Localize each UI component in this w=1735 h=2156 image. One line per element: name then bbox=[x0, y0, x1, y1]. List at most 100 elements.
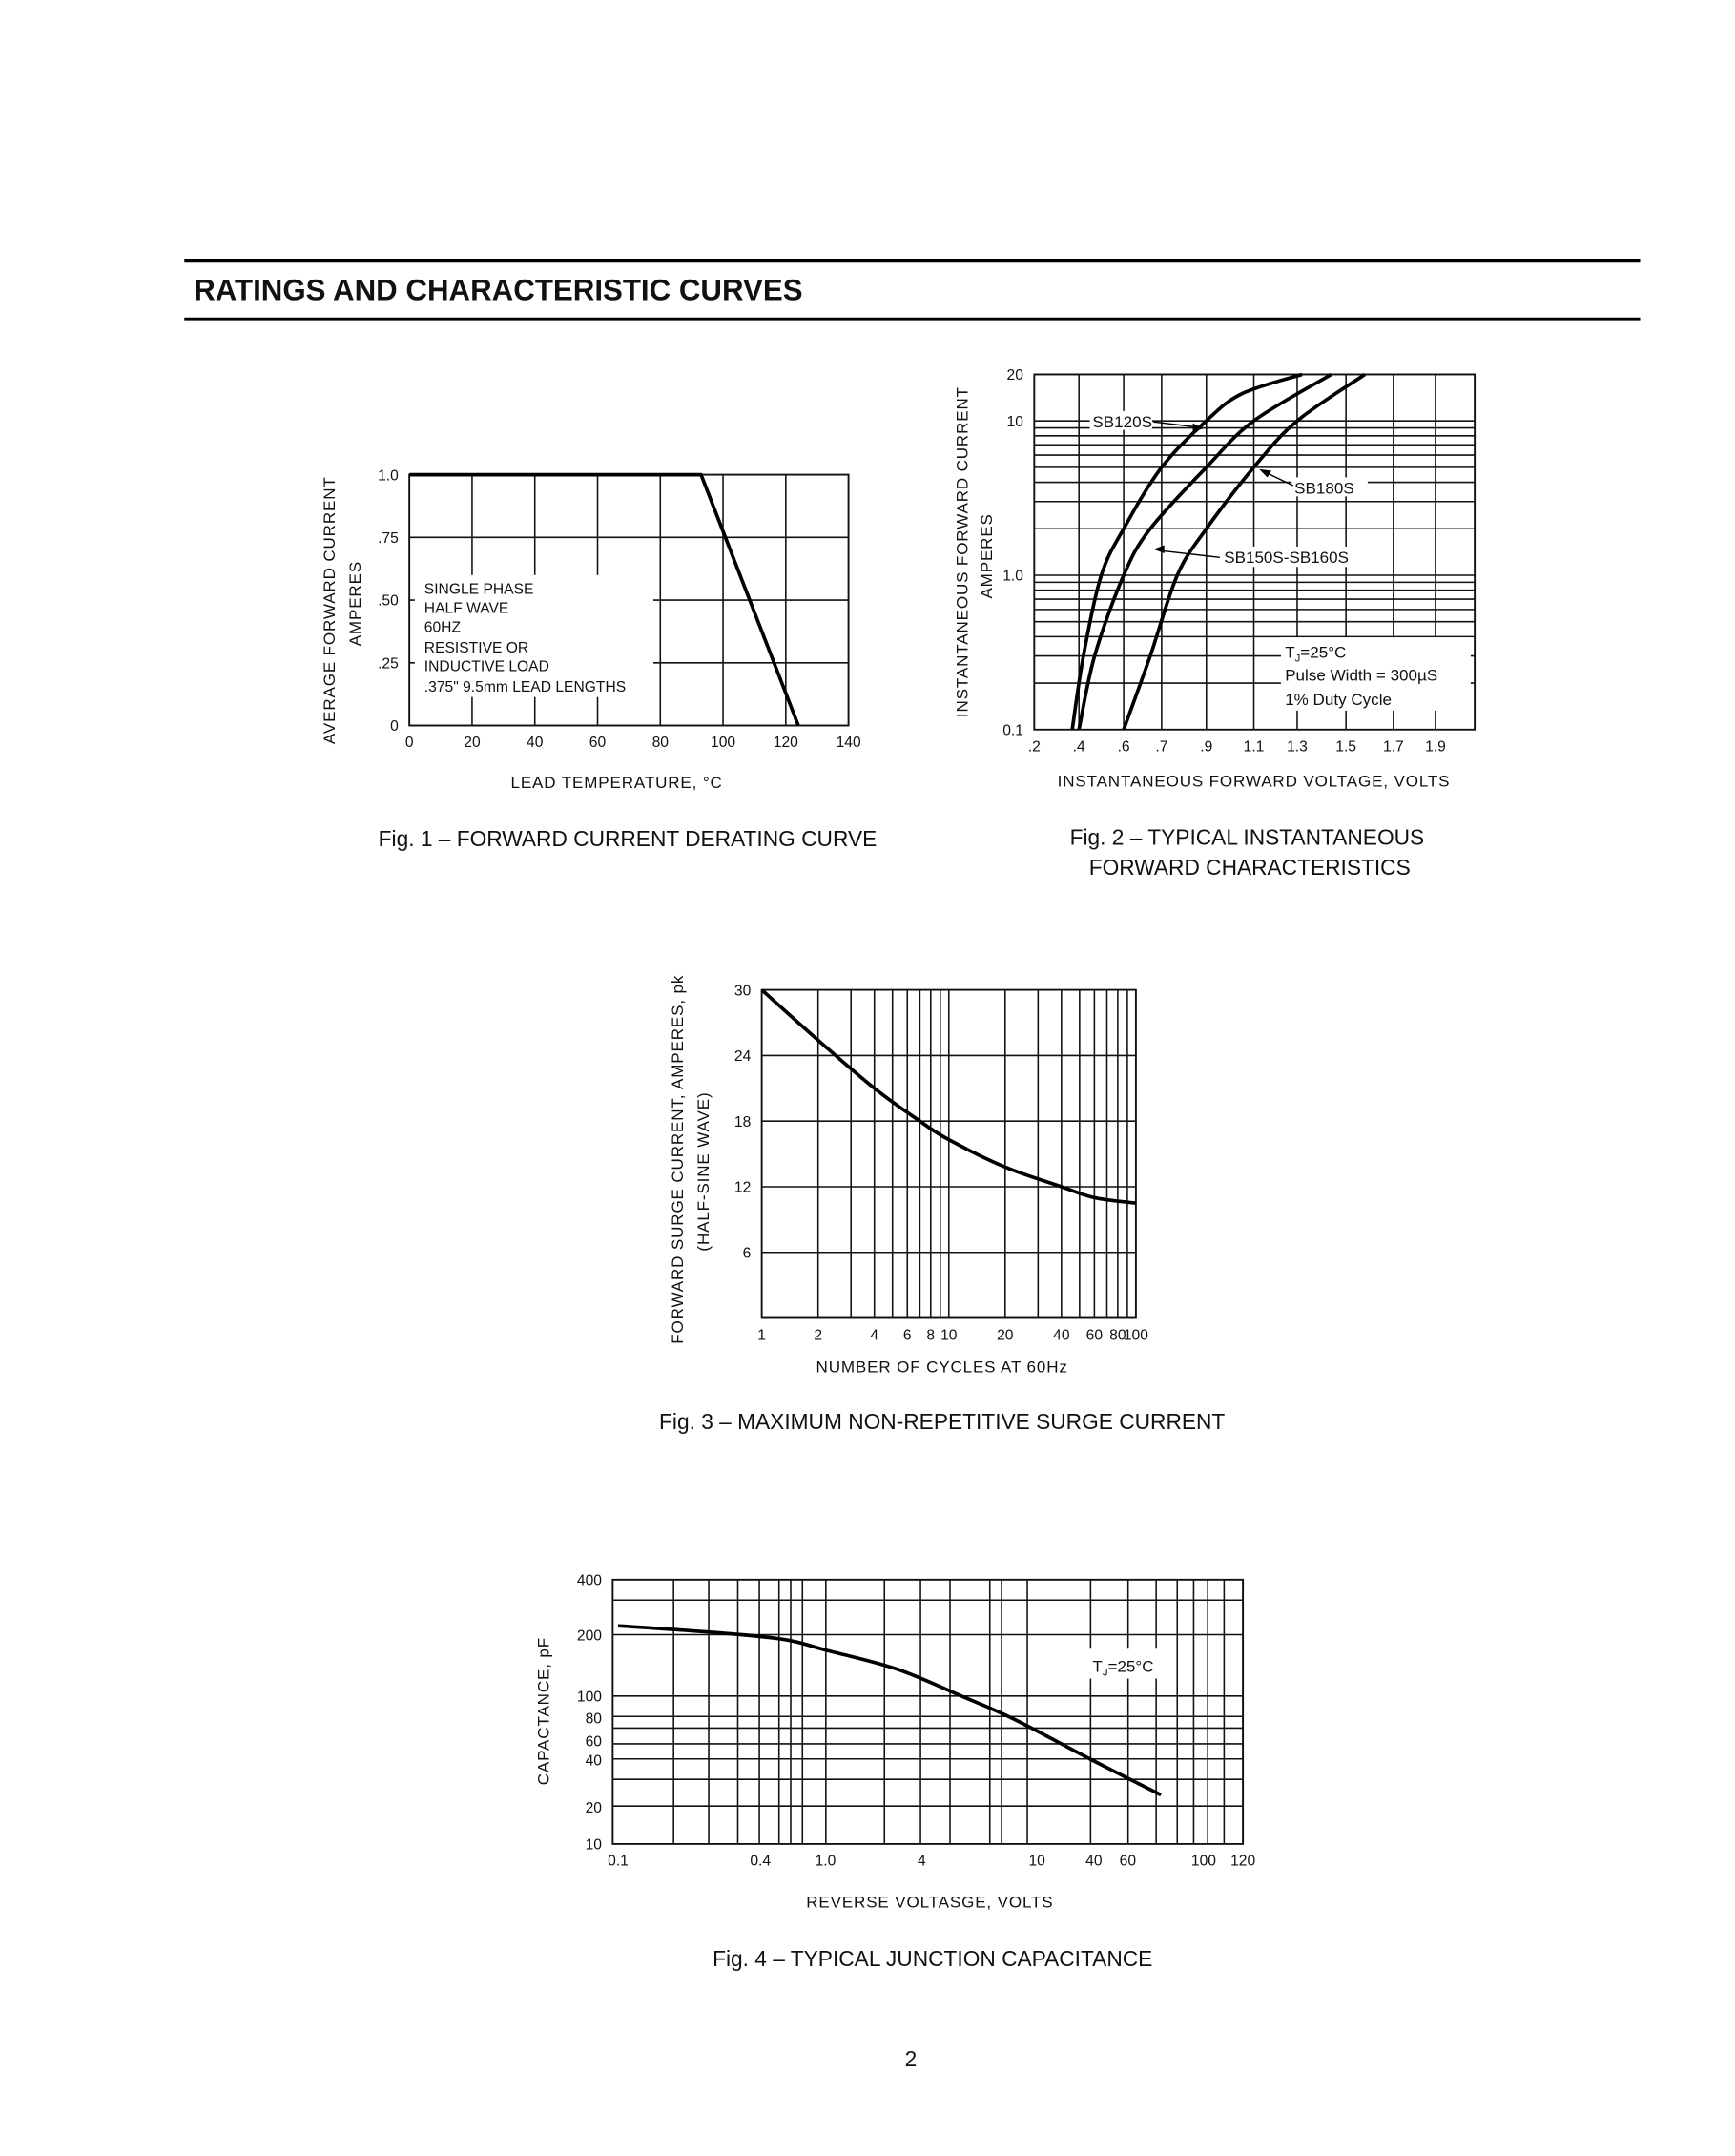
x-tick-label: .7 bbox=[1155, 739, 1167, 756]
y-tick-label: 20 bbox=[1007, 367, 1024, 384]
x-tick-label: 140 bbox=[837, 735, 861, 751]
x-axis-label: NUMBER OF CYCLES AT 60Hz bbox=[816, 1358, 1068, 1376]
x-tick-label: 100 bbox=[1124, 1327, 1148, 1343]
x-tick-label: 0.4 bbox=[750, 1854, 771, 1870]
x-tick-label: 60 bbox=[1120, 1854, 1137, 1870]
note-line: RESISTIVE OR bbox=[424, 640, 528, 656]
y-axis-label: AVERAGE FORWARD CURRENT bbox=[320, 476, 339, 744]
note-line: HALF WAVE bbox=[424, 601, 509, 617]
arrow-icon bbox=[1259, 468, 1271, 478]
x-tick-label: 6 bbox=[903, 1327, 912, 1343]
label-backdrop bbox=[1089, 410, 1152, 430]
y-tick-label: 40 bbox=[586, 1752, 603, 1769]
figure-caption: Fig. 2 – TYPICAL INSTANTANEOUS bbox=[1070, 825, 1425, 850]
x-axis-label: INSTANTANEOUS FORWARD VOLTAGE, VOLTS bbox=[1058, 772, 1451, 790]
series-label-sb120s: SB120S bbox=[1092, 413, 1152, 431]
x-tick-label: 1.3 bbox=[1287, 739, 1308, 756]
x-tick-label: 40 bbox=[1085, 1854, 1103, 1870]
figure-caption: Fig. 3 – MAXIMUM NON-REPETITIVE SURGE CU… bbox=[659, 1409, 1225, 1434]
chart-forward-current-derating: 0 20 40 60 80 100 120 140 0 .25 .50 .75 1.0 SINGLE P… bbox=[320, 467, 877, 851]
y-axis-label: FORWARD SURGE CURRENT, AMPERES, pk bbox=[669, 975, 687, 1344]
x-tick-label: 10 bbox=[940, 1327, 958, 1343]
y-axis-label-units: AMPERES bbox=[978, 513, 996, 598]
leader-line bbox=[1160, 549, 1221, 559]
x-tick-label: 20 bbox=[464, 735, 481, 751]
figure-caption-line2: FORWARD CHARACTERISTICS bbox=[1089, 855, 1411, 880]
y-tick-label: 400 bbox=[577, 1572, 602, 1588]
y-tick-label: 6 bbox=[743, 1245, 752, 1261]
y-tick-label: 1.0 bbox=[1002, 569, 1023, 585]
series-curve-sb120s bbox=[1070, 372, 1303, 731]
y-tick-label: 10 bbox=[1007, 414, 1024, 430]
plot-frame bbox=[760, 988, 1137, 1319]
chart-forward-characteristics: .2 .4 .6 .7 .9 1.1 1.3 1.5 1.7 1.9 0.1 1.0 10 20 SB12… bbox=[954, 367, 1477, 880]
y-axis-label-units: AMPERES bbox=[346, 561, 364, 646]
x-tick-label: 20 bbox=[997, 1327, 1014, 1343]
tj-value: =25°C bbox=[1300, 643, 1346, 661]
x-tick-label: 120 bbox=[1230, 1854, 1255, 1870]
condition-duty-cycle: 1% Duty Cycle bbox=[1285, 691, 1392, 709]
x-tick-label: 1.7 bbox=[1383, 739, 1404, 756]
arrow-icon bbox=[1153, 545, 1165, 554]
y-tick-label: 18 bbox=[734, 1114, 752, 1130]
note-line: .375" 9.5mm LEAD LENGTHS bbox=[424, 679, 626, 695]
x-tick-label: 80 bbox=[1109, 1327, 1126, 1343]
x-tick-label: 1.5 bbox=[1335, 739, 1356, 756]
x-tick-label: 80 bbox=[652, 735, 670, 751]
series-curve-sb180s bbox=[1122, 372, 1367, 731]
note-line: 60HZ bbox=[424, 619, 462, 635]
y-tick-label: 30 bbox=[734, 983, 752, 999]
y-axis-label-sub: (HALF-SINE WAVE) bbox=[694, 1092, 713, 1252]
x-tick-label: 1.0 bbox=[816, 1854, 837, 1870]
x-tick-label: 40 bbox=[1053, 1327, 1070, 1343]
y-tick-label: 60 bbox=[586, 1734, 603, 1751]
condition-tj: TJ=25°C bbox=[1285, 643, 1346, 664]
condition-tj: TJ=25°C bbox=[1092, 1657, 1153, 1678]
label-backdrop bbox=[1219, 546, 1373, 568]
leader-line bbox=[1264, 471, 1294, 487]
x-tick-label: 10 bbox=[1028, 1854, 1045, 1870]
x-tick-label: 1.1 bbox=[1244, 739, 1265, 756]
x-tick-label: 1.9 bbox=[1425, 739, 1446, 756]
x-tick-label: .9 bbox=[1200, 739, 1212, 756]
y-tick-label: 12 bbox=[734, 1180, 751, 1196]
y-tick-label: 1.0 bbox=[378, 467, 399, 484]
series-curve-sb150s-sb160s bbox=[1077, 372, 1332, 731]
tj-symbol: T bbox=[1285, 643, 1295, 661]
x-axis-label: REVERSE VOLTASGE, VOLTS bbox=[806, 1894, 1053, 1912]
notes-backdrop bbox=[414, 574, 653, 697]
y-axis-label: INSTANTANEOUS FORWARD CURRENT bbox=[954, 386, 972, 717]
series-curve bbox=[617, 1624, 1162, 1797]
figure-caption: Fig. 1 – FORWARD CURRENT DERATING CURVE bbox=[379, 826, 878, 851]
x-tick-label: 1 bbox=[757, 1327, 766, 1343]
x-tick-label: .2 bbox=[1028, 739, 1041, 756]
series-label-sb150s-sb160s: SB150S-SB160S bbox=[1224, 549, 1349, 567]
x-tick-label: 120 bbox=[774, 735, 798, 751]
tj-value: =25°C bbox=[1108, 1657, 1154, 1675]
series-label-sb180s: SB180S bbox=[1294, 480, 1354, 498]
page-heading: RATINGS AND CHARACTERISTIC CURVES bbox=[194, 273, 802, 306]
y-tick-label: 20 bbox=[586, 1800, 603, 1816]
x-axis-label: LEAD TEMPERATURE, °C bbox=[511, 774, 723, 792]
x-tick-label: 100 bbox=[711, 735, 735, 751]
y-tick-label: .25 bbox=[378, 655, 399, 672]
x-tick-label: .6 bbox=[1118, 739, 1130, 756]
plot-frame bbox=[1033, 373, 1477, 731]
x-tick-label: 100 bbox=[1191, 1854, 1216, 1870]
x-tick-label: 60 bbox=[1086, 1327, 1104, 1343]
tj-subscript: J bbox=[1295, 653, 1301, 665]
y-tick-label: 10 bbox=[586, 1837, 603, 1854]
x-tick-label: 40 bbox=[527, 735, 544, 751]
y-tick-label: .50 bbox=[378, 593, 399, 610]
x-tick-label: 2 bbox=[814, 1327, 822, 1343]
x-tick-label: .4 bbox=[1073, 739, 1085, 756]
y-axis-label: CAPACTANCE, pF bbox=[535, 1637, 553, 1785]
y-tick-label: 200 bbox=[577, 1628, 602, 1645]
chart-junction-capacitance: 0.1 0.4 1.0 4 10 40 60 100 120102040608010020040… bbox=[535, 1572, 1256, 1970]
figure-caption: Fig. 4 – TYPICAL JUNCTION CAPACITANCE bbox=[713, 1946, 1152, 1971]
y-tick-label: 100 bbox=[577, 1690, 602, 1706]
tj-symbol: T bbox=[1092, 1657, 1103, 1675]
x-tick-label: 4 bbox=[870, 1327, 878, 1343]
